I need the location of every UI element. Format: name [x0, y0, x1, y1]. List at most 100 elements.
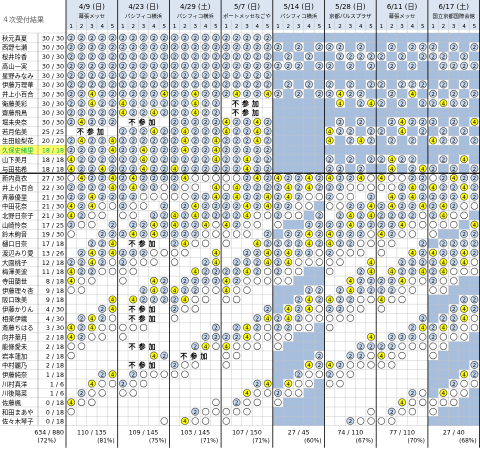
part-label: 4 — [411, 24, 415, 30]
svg-text:4: 4 — [131, 185, 135, 191]
soldout-cell — [469, 107, 480, 118]
open-circle-mark — [263, 267, 272, 276]
svg-text:4: 4 — [194, 111, 198, 117]
open-circle-mark — [170, 370, 179, 378]
svg-text:2: 2 — [162, 232, 166, 238]
svg-text:4: 4 — [183, 242, 187, 248]
svg-text:2: 2 — [266, 36, 270, 42]
soldout-cell — [303, 154, 315, 164]
svg-text:2: 2 — [111, 120, 115, 126]
open-circle-mark — [108, 314, 117, 322]
two-ticket-mark: 2 — [98, 117, 107, 126]
member-score: 9 / 18 — [46, 297, 64, 304]
event-date: 5/7 (日) — [234, 3, 260, 11]
two-ticket-mark: 2 — [439, 61, 448, 70]
svg-text:4: 4 — [442, 391, 446, 397]
open-circle-mark — [470, 258, 479, 266]
svg-text:4: 4 — [245, 157, 249, 163]
svg-text:2: 2 — [297, 92, 301, 98]
svg-text:2: 2 — [235, 214, 239, 220]
event-date: 6/17 (土) — [439, 2, 470, 11]
open-circle-mark — [450, 389, 458, 397]
two-ticket-mark: 2 — [139, 52, 148, 61]
svg-text:4: 4 — [266, 251, 270, 257]
svg-text:2: 2 — [297, 45, 301, 51]
svg-text:2: 2 — [462, 298, 466, 304]
open-circle-mark — [419, 342, 427, 350]
member-score: 0 / 18 — [46, 419, 64, 426]
four-ticket-mark: 4 — [253, 117, 262, 126]
two-ticket-mark: 2 — [387, 117, 396, 126]
soldout-cell — [303, 33, 315, 43]
four-ticket-mark: 4 — [181, 417, 189, 425]
open-circle-mark — [356, 361, 365, 369]
two-ticket-mark: 2 — [284, 80, 293, 89]
svg-text:2: 2 — [152, 92, 156, 98]
four-ticket-mark: 4 — [418, 202, 427, 210]
open-circle-mark — [243, 286, 251, 294]
open-circle-mark — [274, 220, 282, 229]
open-circle-mark — [377, 305, 386, 313]
open-circle-mark — [398, 342, 406, 350]
svg-text:2: 2 — [287, 232, 291, 238]
svg-text:2: 2 — [256, 195, 260, 201]
member-name: 鈴木絢音 — [2, 230, 27, 239]
open-circle-mark — [212, 220, 220, 229]
svg-text:2: 2 — [121, 36, 125, 42]
two-ticket-mark: 2 — [429, 258, 437, 266]
four-ticket-mark: 4 — [387, 267, 396, 276]
absent-label: 不参加 — [129, 342, 159, 351]
soldout-cell — [438, 416, 449, 426]
svg-text:2: 2 — [173, 242, 177, 248]
two-ticket-mark: 2 — [222, 33, 231, 42]
svg-text:2: 2 — [80, 195, 84, 201]
two-ticket-mark: 2 — [284, 202, 293, 210]
svg-text:2: 2 — [142, 288, 146, 294]
two-ticket-mark: 2 — [398, 202, 406, 210]
two-ticket-mark: 2 — [98, 248, 107, 257]
svg-text:2: 2 — [235, 335, 239, 341]
four-ticket-mark: 4 — [67, 267, 76, 276]
two-ticket-mark: 2 — [253, 33, 262, 42]
soldout-cell — [303, 145, 315, 155]
two-ticket-mark: 2 — [118, 145, 127, 154]
two-ticket-mark: 2 — [274, 267, 282, 276]
svg-text:2: 2 — [452, 92, 456, 98]
two-ticket-mark: 2 — [170, 174, 179, 182]
two-ticket-mark: 2 — [439, 127, 448, 135]
four-ticket-mark: 4 — [398, 276, 406, 285]
svg-text:2: 2 — [204, 214, 208, 220]
svg-text:4: 4 — [121, 101, 125, 107]
four-ticket-mark: 4 — [87, 248, 96, 257]
soldout-cell — [272, 98, 284, 108]
svg-text:2: 2 — [225, 157, 229, 163]
open-circle-mark — [139, 323, 148, 332]
svg-text:2: 2 — [214, 214, 218, 220]
open-circle-mark — [305, 370, 313, 378]
four-ticket-mark: 4 — [429, 183, 437, 191]
open-circle-mark — [88, 211, 96, 220]
svg-text:2: 2 — [225, 55, 229, 61]
open-circle-mark — [346, 361, 355, 369]
open-circle-mark — [170, 249, 179, 257]
svg-text:2: 2 — [256, 148, 260, 154]
two-ticket-mark: 2 — [201, 145, 210, 154]
four-ticket-mark: 4 — [77, 174, 86, 182]
svg-text:2: 2 — [256, 157, 260, 163]
four-ticket-mark: 4 — [108, 174, 117, 182]
svg-text:2: 2 — [80, 270, 84, 276]
svg-text:2: 2 — [276, 251, 280, 257]
svg-text:2: 2 — [152, 101, 156, 107]
svg-text:2: 2 — [235, 326, 239, 332]
member-score: 27 / 30 — [42, 176, 64, 183]
svg-text:2: 2 — [431, 335, 435, 341]
two-ticket-mark: 2 — [408, 117, 417, 126]
open-circle-mark — [325, 267, 334, 276]
two-ticket-mark: 2 — [232, 117, 241, 126]
two-ticket-mark: 2 — [408, 211, 417, 220]
svg-text:2: 2 — [318, 45, 322, 51]
svg-text:2: 2 — [338, 363, 342, 369]
two-ticket-mark: 2 — [191, 136, 200, 145]
two-ticket-mark: 2 — [284, 52, 293, 61]
two-ticket-mark: 2 — [87, 43, 96, 51]
